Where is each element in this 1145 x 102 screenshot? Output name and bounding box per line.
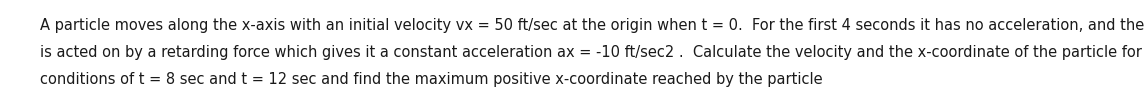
- Text: is acted on by a retarding force which gives it a constant acceleration ax = -10: is acted on by a retarding force which g…: [40, 45, 1145, 60]
- Text: A particle moves along the x-axis with an initial velocity vx = 50 ft/sec at the: A particle moves along the x-axis with a…: [40, 18, 1145, 33]
- Text: conditions of t = 8 sec and t = 12 sec and find the maximum positive x-coordinat: conditions of t = 8 sec and t = 12 sec a…: [40, 72, 822, 87]
